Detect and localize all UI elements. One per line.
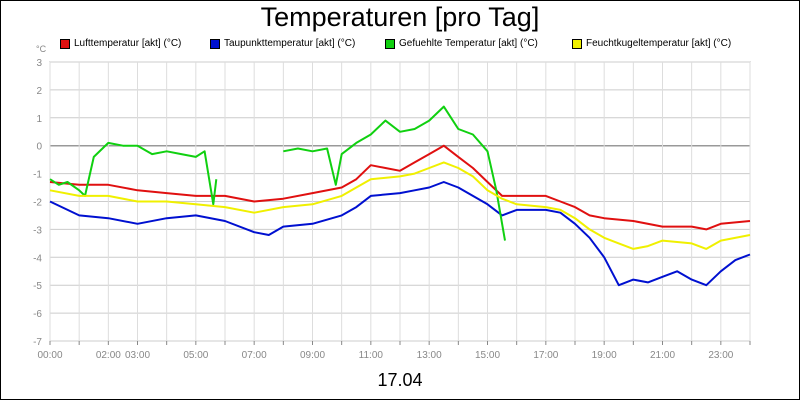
y-tick-label: -6	[33, 309, 42, 320]
legend-swatch-red	[60, 38, 70, 49]
legend-swatch-yellow	[572, 38, 582, 49]
y-tick-label: -4	[33, 253, 42, 264]
legend-swatch-green	[385, 38, 395, 49]
legend-item-feuchtkugeltemperatur: Feuchtkugeltemperatur [akt] (°C)	[572, 38, 731, 49]
chart-title: Temperaturen [pro Tag]	[260, 2, 540, 32]
x-tick-label: 19:00	[592, 350, 617, 361]
legend-label: Lufttemperatur [akt] (°C)	[74, 38, 182, 49]
y-tick-label: 3	[36, 58, 42, 69]
series-line-2	[49, 141, 218, 206]
x-tick-label: 11:00	[359, 350, 384, 361]
legend-label: Taupunkttemperatur [akt] (°C)	[224, 38, 356, 49]
legend-item-gefuehlte-temperatur: Gefuehlte Temperatur [akt] (°C)	[385, 38, 538, 49]
x-tick-label: 15:00	[475, 350, 500, 361]
y-tick-label: -3	[33, 225, 42, 236]
y-tick-label: 2	[36, 86, 42, 97]
x-tick-label: 03:00	[125, 350, 150, 361]
x-tick-label: 00:00	[37, 350, 62, 361]
x-tick-label: 02:00	[96, 350, 121, 361]
y-tick-label: -2	[33, 198, 42, 209]
x-tick-label: 07:00	[242, 350, 267, 361]
y-tick-label: 1	[36, 114, 42, 125]
series-line-2	[283, 105, 506, 241]
series-line-3	[49, 161, 751, 250]
y-axis-unit: °C	[36, 44, 47, 54]
y-tick-label: -1	[33, 170, 42, 181]
x-tick-label: 21:00	[650, 350, 675, 361]
x-tick-label: 05:00	[183, 350, 208, 361]
x-tick-label: 23:00	[708, 350, 733, 361]
legend-swatch-blue	[210, 38, 220, 49]
x-tick-label: 17:00	[533, 350, 558, 361]
legend-item-lufttemperatur: Lufttemperatur [akt] (°C)	[60, 38, 181, 49]
x-tick-label: 13:00	[417, 350, 442, 361]
y-tick-label: -5	[33, 281, 42, 292]
legend-label: Feuchtkugeltemperatur [akt] (°C)	[586, 38, 732, 49]
series-line-0	[49, 144, 751, 231]
legend-item-taupunkttemperatur: Taupunkttemperatur [akt] (°C)	[210, 38, 355, 49]
legend-label: Gefuehlte Temperatur [akt] (°C)	[399, 38, 538, 49]
series-line-1	[49, 181, 751, 287]
chart-legend: Lufttemperatur [akt] (°C) Taupunkttemper…	[0, 38, 800, 52]
y-tick-label: 0	[36, 142, 42, 153]
x-tick-label: 09:00	[300, 350, 325, 361]
y-tick-label: -7	[33, 337, 42, 348]
date-label: 17.04	[377, 370, 423, 390]
